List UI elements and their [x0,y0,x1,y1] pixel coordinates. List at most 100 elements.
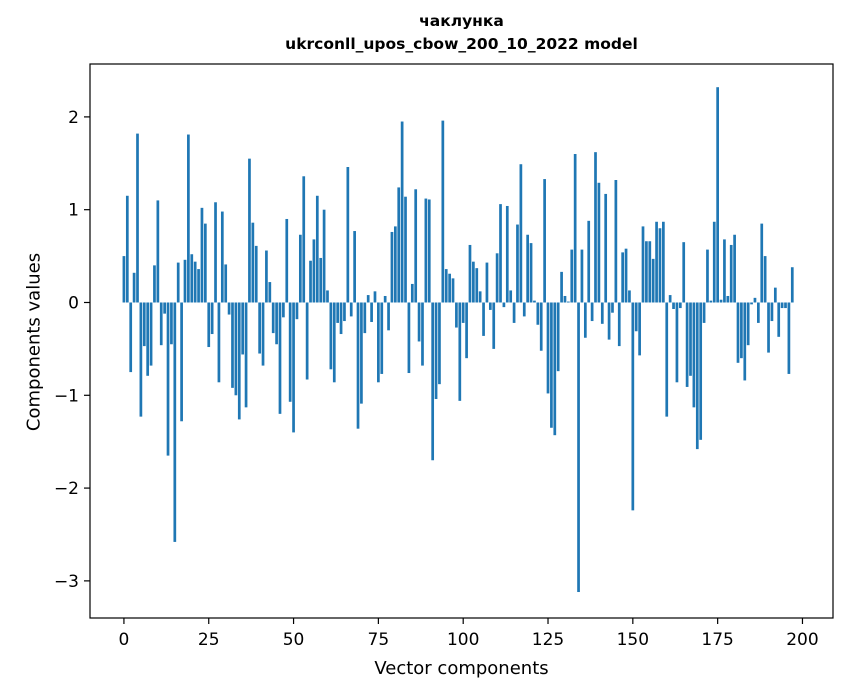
bar [224,264,228,303]
bar [444,269,448,303]
bar [726,295,730,303]
bar [685,302,689,387]
bar [485,262,489,303]
bar [271,302,275,334]
bar [729,244,733,303]
y-tick-label: −3 [54,572,79,592]
bar [136,133,139,303]
bar [682,242,686,303]
bar [183,259,187,303]
bar [587,220,591,303]
bar [132,272,136,303]
bar [414,189,418,303]
bar [787,302,791,374]
bar [241,302,245,355]
bar [163,302,166,314]
bar [790,267,794,303]
bar [254,245,258,303]
bar [261,302,265,366]
bar [495,253,499,303]
bar [512,302,516,323]
bar [234,302,238,396]
bar [404,196,407,303]
bar [526,234,530,303]
bar [468,244,472,303]
bar [383,295,387,303]
bar [695,302,699,450]
bar [753,297,757,303]
bar [417,302,421,342]
bar [675,302,679,383]
bar [180,302,183,422]
bar [309,260,312,303]
bar [689,302,692,376]
bar [336,302,340,323]
bar [441,120,445,303]
bar [251,222,255,303]
y-tick-label: 0 [68,293,79,313]
bar [292,302,295,433]
bar [366,295,370,303]
bar [709,300,713,303]
bar [448,273,451,303]
bar [607,302,611,340]
bar [455,302,458,328]
bar [736,302,740,363]
bar [556,302,560,372]
bar [746,302,750,346]
bar [465,302,468,359]
bar [156,200,160,303]
bar [590,302,594,322]
bar [387,302,390,331]
bar [770,302,774,322]
bar [743,302,747,381]
bar [631,302,635,511]
bar [723,239,726,303]
bar [475,268,479,303]
bar [563,295,567,303]
x-tick-label: 50 [283,630,305,650]
bar [719,299,723,303]
bar [451,278,455,303]
bar [434,302,438,399]
bar [645,241,648,303]
bar [597,182,601,303]
bar [173,302,177,542]
bar [516,224,519,303]
bar [122,256,126,303]
bar [740,302,743,359]
bar [312,239,316,303]
bar [393,226,397,303]
bar [763,256,767,303]
bar [190,254,194,303]
bar [360,302,363,404]
bar [560,271,563,303]
bar [159,302,163,346]
bar [678,302,682,309]
bar [322,209,326,303]
bar [767,302,770,353]
bar [302,176,306,303]
bar [668,295,672,303]
bar [214,202,217,303]
y-tick-label: −1 [54,386,79,406]
y-axis-label: Components values [23,252,45,432]
bar [353,231,356,303]
bar [777,302,781,337]
bar [339,302,343,335]
bar [509,290,513,303]
bar [438,302,441,385]
bar [638,302,641,356]
bar [170,302,173,345]
bar [248,158,251,303]
bar [533,300,536,303]
x-tick-label: 25 [198,630,220,650]
bar [200,207,204,303]
chart-title-line-1: чаклунка [419,12,504,30]
bar [149,302,153,366]
bar [231,302,234,388]
bar [424,198,428,303]
bar [529,243,533,303]
bar [570,249,574,303]
